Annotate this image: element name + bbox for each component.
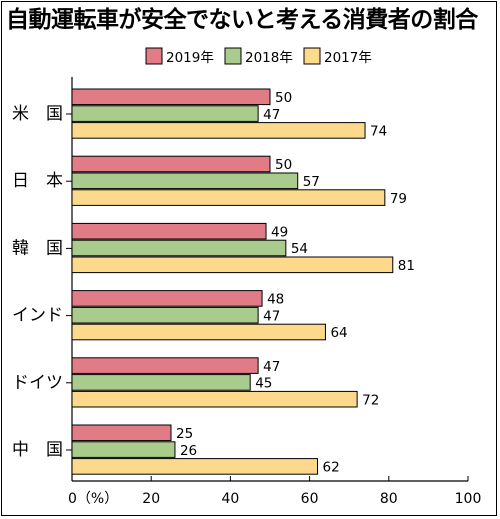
- bar-4-2: [71, 306, 259, 324]
- bar-2-1: [71, 155, 271, 173]
- bar-3-1: [71, 222, 267, 240]
- category-label-5: ドイツ: [12, 373, 63, 393]
- bar-6-1: [71, 424, 172, 442]
- legend-label-3: 2017年: [324, 50, 372, 66]
- legend-swatch-2: [224, 47, 242, 65]
- legend-swatch-1: [145, 47, 163, 65]
- legend-label-2: 2018年: [245, 50, 293, 66]
- data-label-6-1: 25: [176, 426, 193, 442]
- category-label-2: 日 本: [12, 171, 63, 191]
- bar-2-3: [71, 189, 386, 206]
- bar-5-1: [71, 357, 259, 374]
- data-label-3-3: 81: [398, 258, 415, 274]
- data-label-3-2: 54: [291, 241, 308, 257]
- data-label-2-3: 79: [390, 191, 407, 207]
- x-tick-label-100: 100: [455, 491, 482, 507]
- data-label-4-1: 48: [267, 292, 284, 308]
- category-label-3: 韓 国: [12, 238, 63, 258]
- bar-1-1: [71, 88, 271, 106]
- bar-5-3: [71, 390, 358, 408]
- x-tick-label-40: 40: [221, 491, 239, 507]
- bar-3-3: [71, 256, 394, 274]
- data-label-1-3: 74: [370, 124, 387, 140]
- data-label-2-1: 50: [275, 157, 292, 173]
- x-tick-label-0: 0（%）: [68, 491, 118, 507]
- data-label-6-2: 26: [180, 443, 197, 459]
- bar-3-2: [71, 239, 287, 257]
- bar-2-2: [71, 172, 299, 190]
- data-label-5-3: 72: [362, 392, 379, 408]
- data-label-3-1: 49: [271, 224, 288, 240]
- bar-1-2: [71, 105, 259, 122]
- data-label-2-2: 57: [303, 174, 320, 190]
- legend-label-1: 2019年: [166, 50, 214, 66]
- bar-5-2: [71, 374, 251, 391]
- category-label-4: インド: [12, 306, 63, 326]
- data-label-1-2: 47: [263, 107, 280, 123]
- data-label-4-2: 47: [263, 308, 280, 324]
- x-tick-label-20: 20: [142, 491, 160, 507]
- x-tick-label-80: 80: [380, 491, 398, 507]
- bar-6-3: [71, 458, 319, 475]
- category-label-6: 中 国: [12, 440, 63, 460]
- bar-1-3: [71, 122, 366, 139]
- chart-title: 自動運転車が安全でないと考える消費者の割合: [6, 7, 478, 33]
- bar-6-2: [71, 441, 176, 458]
- data-label-1-1: 50: [275, 90, 292, 106]
- x-tick-label-60: 60: [301, 491, 319, 507]
- category-label-1: 米 国: [12, 104, 63, 124]
- data-label-6-3: 62: [323, 460, 340, 476]
- data-label-5-1: 47: [263, 359, 280, 375]
- bar-4-1: [71, 290, 263, 307]
- data-label-5-2: 45: [255, 376, 272, 392]
- legend-swatch-3: [303, 47, 321, 65]
- data-label-4-3: 64: [330, 325, 347, 341]
- bar-4-3: [71, 323, 326, 341]
